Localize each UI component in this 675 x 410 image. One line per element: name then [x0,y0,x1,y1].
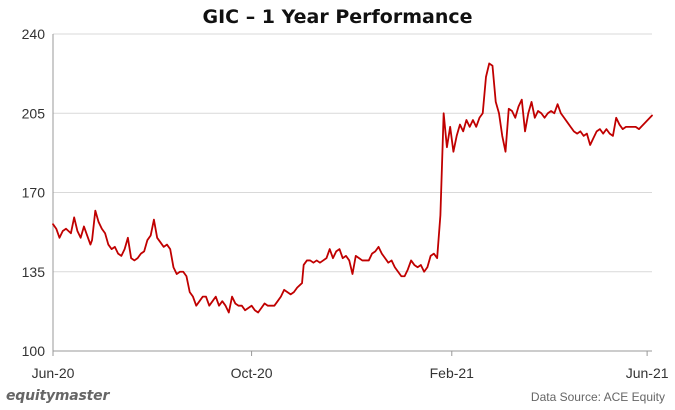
x-tick-label: Oct-20 [231,365,273,381]
y-tick-label: 100 [22,343,46,359]
series-line-gic [52,62,653,314]
x-axis-tick-labels: Jun-20 Oct-20 Feb-21 Jun-21 [32,365,669,381]
x-tick-label: Feb-21 [430,365,475,381]
axes [52,34,652,356]
y-tick-label: 135 [22,264,46,280]
y-tick-label: 205 [22,105,46,121]
chart-title: GIC – 1 Year Performance [202,6,473,28]
y-tick-label: 170 [22,185,46,201]
equitymaster-logo: equitymaster [6,388,110,404]
x-tick-label: Jun-20 [32,365,75,381]
series-lines [52,62,653,314]
y-axis-tick-labels: 100 135 170 205 240 [22,26,46,359]
data-source-note: Data Source: ACE Equity [530,390,665,404]
y-tick-label: 240 [22,26,46,42]
gridlines [53,33,652,273]
x-tick-label: Jun-21 [626,365,669,381]
